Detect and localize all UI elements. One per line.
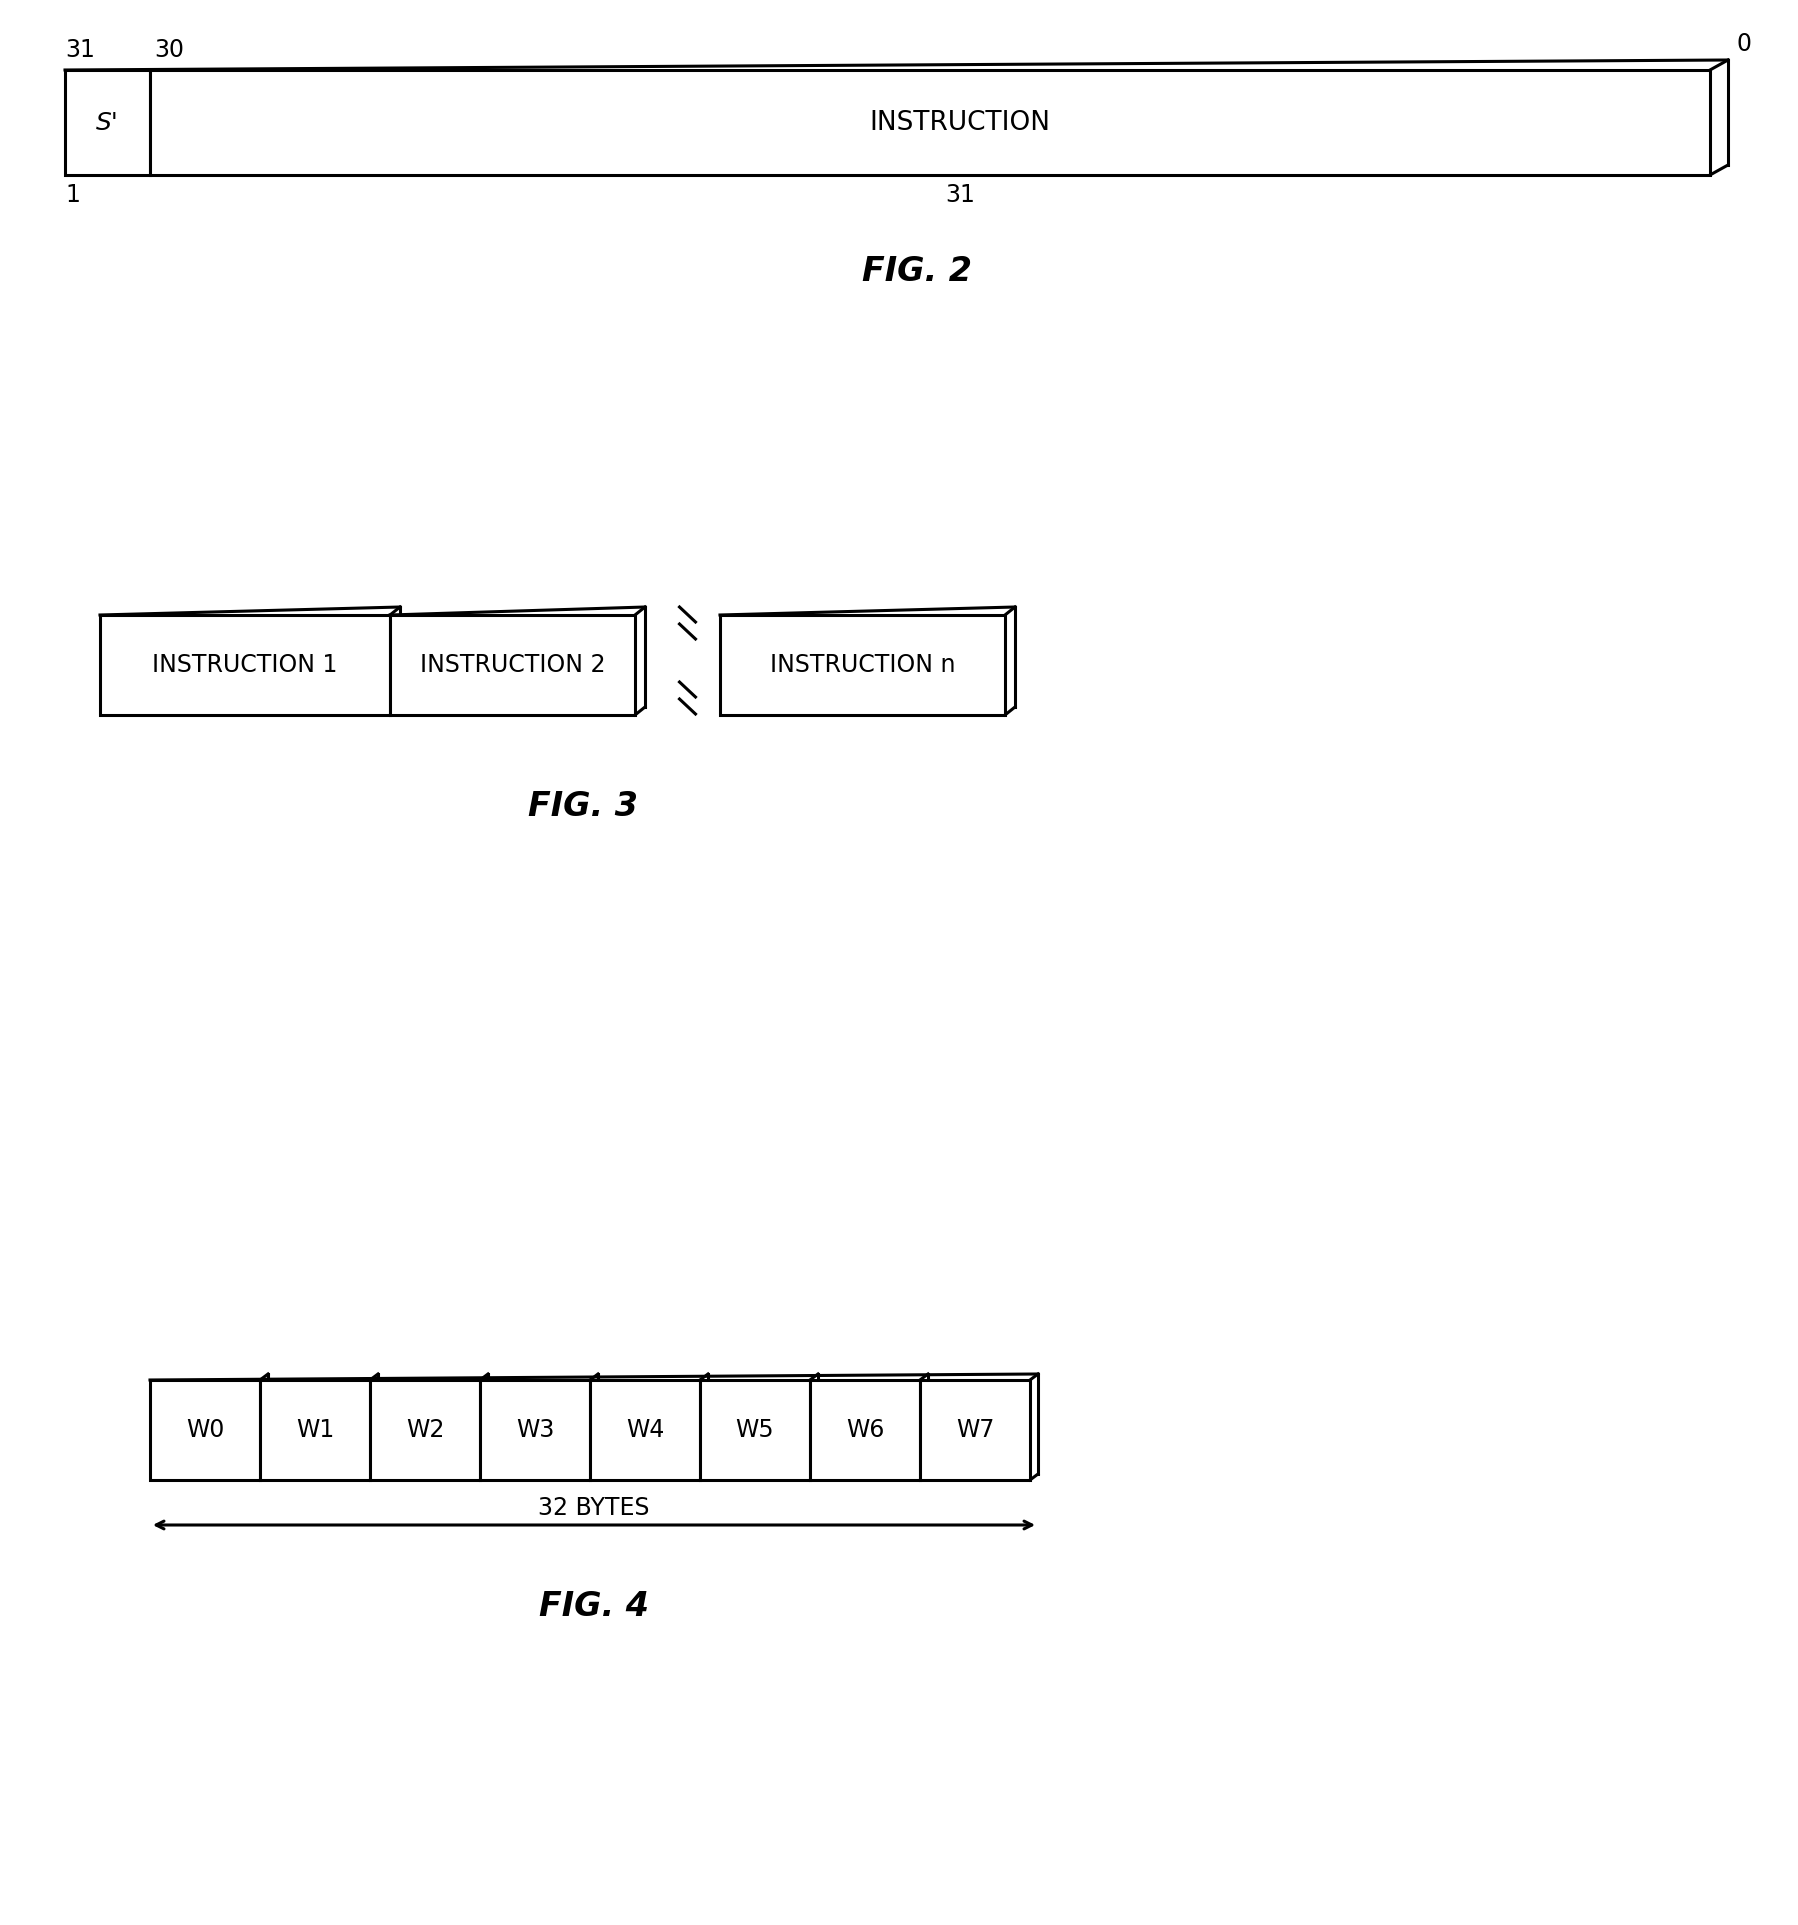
Bar <box>590 1380 699 1480</box>
Text: FIG. 3: FIG. 3 <box>527 789 638 824</box>
Bar <box>65 69 149 175</box>
Text: S': S' <box>95 110 119 135</box>
Text: 1: 1 <box>65 183 79 208</box>
Text: FIG. 2: FIG. 2 <box>863 254 973 289</box>
Text: 0: 0 <box>1737 33 1751 56</box>
Text: INSTRUCTION 1: INSTRUCTION 1 <box>153 653 338 678</box>
Bar <box>480 1380 590 1480</box>
Bar <box>149 69 1710 175</box>
Text: FIG. 4: FIG. 4 <box>539 1590 649 1623</box>
Bar <box>719 614 1005 714</box>
Text: INSTRUCTION 2: INSTRUCTION 2 <box>419 653 606 678</box>
Bar <box>370 1380 480 1480</box>
Text: INSTRUCTION n: INSTRUCTION n <box>770 653 955 678</box>
Bar <box>390 614 635 714</box>
Text: W3: W3 <box>516 1419 554 1442</box>
Text: INSTRUCTION: INSTRUCTION <box>870 110 1050 135</box>
Text: W5: W5 <box>735 1419 775 1442</box>
Bar <box>149 1380 261 1480</box>
Text: W1: W1 <box>297 1419 334 1442</box>
Bar <box>811 1380 921 1480</box>
Bar <box>921 1380 1030 1480</box>
Text: W7: W7 <box>957 1419 994 1442</box>
Text: W0: W0 <box>185 1419 225 1442</box>
Text: 30: 30 <box>155 38 183 62</box>
Bar <box>101 614 390 714</box>
Bar <box>261 1380 370 1480</box>
Text: 31: 31 <box>65 38 95 62</box>
Text: 31: 31 <box>946 183 975 208</box>
Text: 32 BYTES: 32 BYTES <box>538 1496 649 1521</box>
Text: W2: W2 <box>406 1419 444 1442</box>
Text: W4: W4 <box>626 1419 663 1442</box>
Text: W6: W6 <box>845 1419 885 1442</box>
Bar <box>699 1380 811 1480</box>
